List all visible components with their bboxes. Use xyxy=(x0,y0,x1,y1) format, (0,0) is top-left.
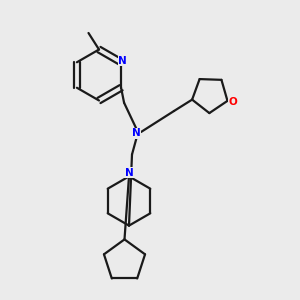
Text: O: O xyxy=(229,98,237,107)
Text: N: N xyxy=(118,56,127,66)
Text: N: N xyxy=(132,128,141,139)
Text: N: N xyxy=(124,168,134,178)
